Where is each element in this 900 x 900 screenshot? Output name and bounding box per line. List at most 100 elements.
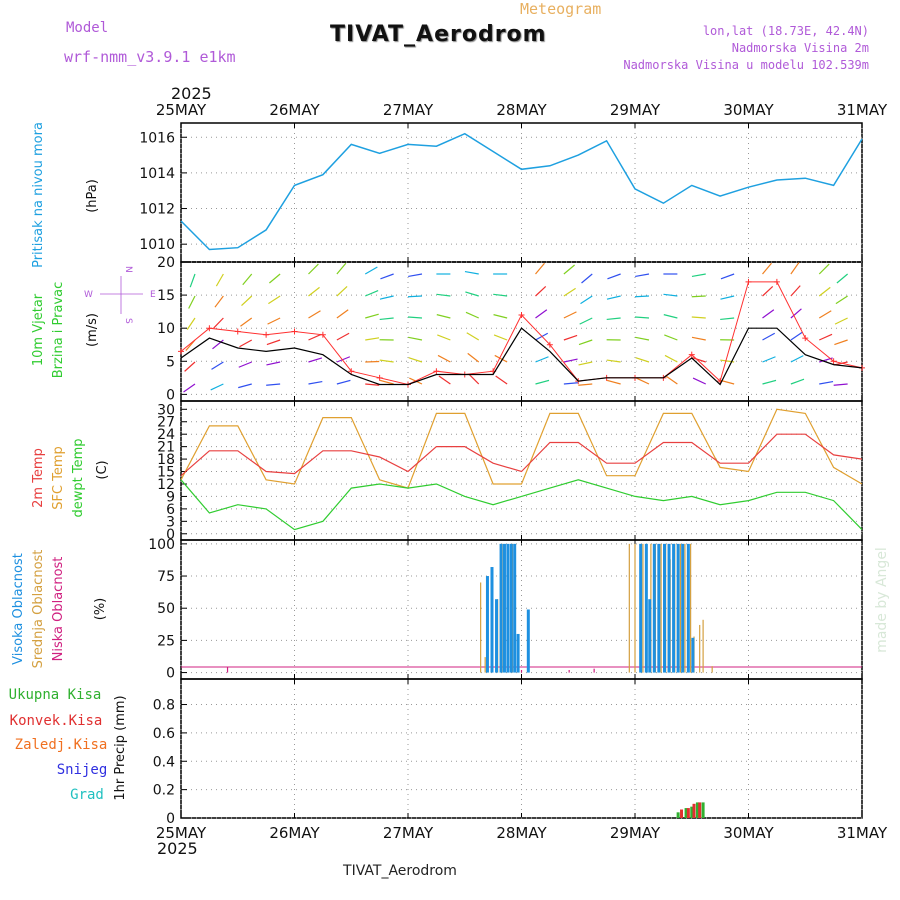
wind-arrow: [762, 309, 775, 319]
wind-arrow: [380, 273, 394, 280]
wind-arrow: [468, 373, 480, 385]
wind-arrow: [664, 354, 678, 363]
wind-arrow: [634, 295, 650, 298]
mid-cloud-bar: [480, 582, 482, 673]
wind-arrow: [720, 317, 735, 321]
wind-arrow: [336, 332, 350, 341]
temp-y-tick: 27: [157, 415, 175, 431]
wind-arrow: [581, 273, 593, 284]
mid-cloud-bar: [634, 543, 636, 673]
top-tick-label: 28MAY: [496, 101, 547, 119]
wind-arrow: [267, 317, 281, 325]
wind-arrow: [239, 339, 253, 348]
temp-y-tick: 15: [157, 465, 175, 481]
low-cloud-bar: [593, 668, 595, 673]
temp-y-tick: 30: [157, 402, 175, 418]
wind-arrow: [436, 314, 451, 319]
temp-2m-line: [180, 433, 863, 477]
precip-panel: Ukupna Kisa Konvek.Kisa Zaledj.Kisa Snij…: [9, 687, 705, 818]
wind-arrow: [663, 293, 678, 297]
wind-arrow: [762, 356, 776, 363]
wind-arrow: [790, 355, 804, 363]
location-coords: lon,lat (18.73E, 42.4N): [702, 24, 869, 38]
bottom-tick-label: 29MAY: [610, 824, 661, 842]
wind-arrow: [308, 286, 320, 297]
precip-label-frozen: Zaledj.Kisa: [15, 737, 108, 753]
station-elevation: Nadmorska Visina 2m: [731, 41, 869, 55]
wind-arrow: [493, 334, 508, 341]
wind-arrow: [186, 317, 196, 330]
compass-w: W: [84, 290, 93, 300]
wind-arrow: [213, 317, 224, 329]
low-cloud-bar: [568, 669, 570, 673]
low-cloud-bar: [520, 669, 523, 673]
precip-label-hail: Grad: [70, 787, 104, 803]
panel-grids: [180, 123, 863, 819]
wind-arrow: [408, 273, 423, 278]
wind-arrow: [266, 339, 281, 346]
dewpoint-line: [180, 479, 863, 531]
wind-arrow: [665, 375, 678, 385]
wind-arrow: [266, 361, 281, 366]
temp-y-tick: 0: [166, 527, 175, 543]
high-cloud-bar: [676, 543, 680, 673]
temp-y-tick: 18: [157, 452, 175, 468]
wind-arrow: [365, 289, 379, 297]
mid-cloud-bar: [628, 543, 630, 673]
sfc-temp-line: [180, 408, 863, 489]
high-cloud-bar: [490, 567, 494, 673]
high-cloud-bar: [657, 543, 661, 673]
temp-y-tick: 9: [166, 489, 175, 505]
cloud-label-mid: Srednja Oblacnost: [31, 550, 46, 669]
wind-arrow: [818, 286, 831, 297]
wind-arrow: [720, 273, 735, 280]
wind-arrow: [308, 357, 323, 363]
wind-arrow: [183, 383, 196, 393]
wind-arrow: [238, 361, 252, 368]
footer-station: TIVAT_Aerodrom: [342, 863, 457, 879]
wind-arrow: [691, 295, 706, 298]
model-label: Model: [66, 20, 109, 36]
wind-arrow: [691, 336, 706, 341]
wind-arrow: [692, 377, 707, 385]
wind-arrow: [308, 263, 319, 275]
wind-arrow: [364, 266, 378, 275]
wind-arrow: [563, 264, 575, 275]
wind-arrow: [563, 382, 578, 385]
cloud-label-high: Visoka Oblacnost: [11, 553, 26, 665]
wind-arrow: [535, 262, 545, 275]
wind-arrow: [819, 333, 833, 341]
temp-label-sfc: SFC Temp: [51, 446, 66, 510]
wind-arrow: [336, 286, 348, 297]
wind-y-tick: 10: [157, 321, 175, 337]
wind-arrow: [408, 357, 423, 363]
high-cloud-bar: [526, 609, 530, 673]
wind-label-1: 10m Vjetar: [31, 293, 46, 366]
wind-arrow: [833, 383, 848, 386]
mid-cloud-bar: [690, 543, 692, 673]
bottom-tick-label: 25MAY: [156, 824, 207, 842]
high-cloud-bar: [644, 543, 648, 673]
high-cloud-bar: [506, 543, 510, 673]
wind-y-tick: 15: [157, 288, 175, 304]
temp-y-tick: 24: [157, 427, 175, 443]
wind-speed-line: [180, 327, 863, 386]
high-cloud-bar: [652, 543, 656, 673]
conv-precip-bar: [692, 803, 696, 818]
station-title: TIVAT_Aerodrom: [330, 22, 547, 47]
temperature-panel: 2m Temp SFC Temp dewpt Temp (C): [31, 408, 863, 531]
wind-arrow: [834, 339, 848, 346]
model-elevation: Nadmorska Visina u modelu 102.539m: [623, 58, 869, 72]
conv-precip-bar: [698, 802, 702, 818]
wind-arrow: [563, 358, 578, 363]
wind-arrow: [762, 262, 772, 275]
year-top-label: 2025: [171, 84, 212, 103]
wind-arrow: [790, 308, 802, 319]
high-cloud-bar: [499, 543, 503, 673]
mid-cloud-bar: [702, 619, 704, 673]
bottom-tick-label: 27MAY: [383, 824, 434, 842]
wind-arrow: [563, 287, 576, 297]
pressure-y-tick: 1016: [139, 130, 175, 146]
wind-label-2: Brzina i Pravac: [51, 282, 66, 379]
high-cloud-bar: [691, 637, 695, 673]
